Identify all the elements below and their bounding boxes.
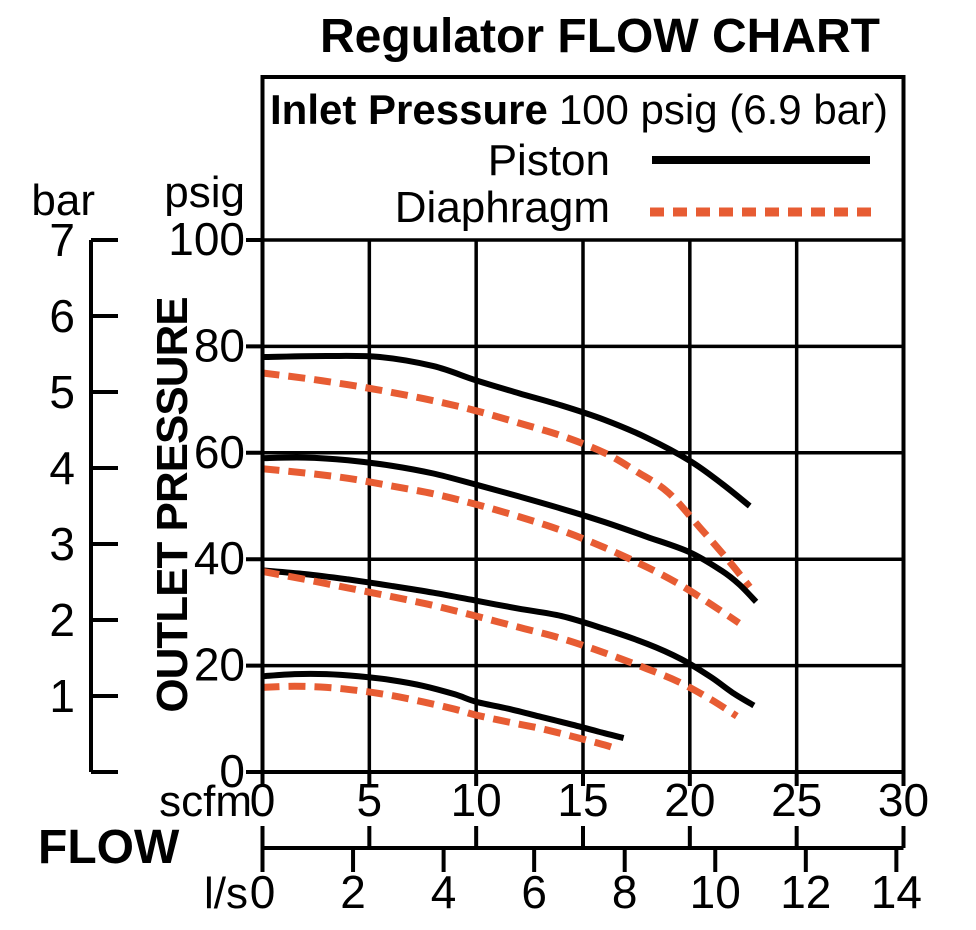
legend-condition: Inlet Pressure 100 psig (6.9 bar) <box>270 86 888 133</box>
piston-1-curve <box>262 352 752 509</box>
diaphragm-3-curve <box>261 567 739 720</box>
scfm-tick-label: 20 <box>664 774 715 826</box>
piston-2-curve <box>262 454 759 604</box>
ls-tick-label: 6 <box>521 866 547 918</box>
ls-tick-label: 8 <box>612 866 638 918</box>
legend-piston-label: Piston <box>488 136 610 185</box>
legend-condition-label: Inlet Pressure <box>270 86 548 133</box>
ls-tick-label: 10 <box>690 866 741 918</box>
piston-3-curve <box>262 567 756 709</box>
bar-tick-label: 4 <box>49 442 75 494</box>
legend-diaphragm-label: Diaphragm <box>395 183 610 232</box>
psig-tick-label: 80 <box>194 319 245 371</box>
ls-unit-label: l/s <box>204 869 248 918</box>
bar-tick-label: 6 <box>49 290 75 342</box>
scfm-unit-label: scfm <box>159 777 252 826</box>
psig-tick-label: 0 <box>219 745 245 797</box>
psig-tick-label: 60 <box>194 426 245 478</box>
ls-tick-label: 4 <box>431 866 457 918</box>
y-axis-caption: OUTLET PRESSURE <box>148 297 197 712</box>
scfm-tick-label: 25 <box>771 774 822 826</box>
diaphragm-2-curve <box>262 465 741 626</box>
ls-tick-label: 14 <box>871 866 922 918</box>
bar-tick-label: 2 <box>49 594 75 646</box>
scfm-tick-label: 30 <box>878 774 929 826</box>
psig-tick-label: 40 <box>194 532 245 584</box>
ls-tick-label: 2 <box>340 866 366 918</box>
chart-title: Regulator FLOW CHART <box>320 10 880 63</box>
scfm-tick-label: 10 <box>451 774 502 826</box>
grid-lines <box>260 238 906 772</box>
diaphragm-4-curve <box>262 682 619 753</box>
bar-tick-label: 5 <box>49 366 75 418</box>
legend-condition-value: 100 psig (6.9 bar) <box>559 86 888 133</box>
x-axis-caption: FLOW <box>38 821 180 874</box>
bar-tick-label: 7 <box>49 214 75 266</box>
axis-unit-labels: bar psig scfm l/s OUTLET PRESSURE FLOW <box>31 168 252 918</box>
psig-tick-label: 100 <box>168 213 245 265</box>
scfm-tick-label: 0 <box>250 774 276 826</box>
bar-tick-label: 3 <box>49 518 75 570</box>
scfm-tick-label: 5 <box>357 774 383 826</box>
bar-tick-label: 1 <box>49 670 75 722</box>
scfm-tick-label: 15 <box>557 774 608 826</box>
ls-tick-label: 0 <box>250 866 276 918</box>
ls-tick-label: 12 <box>780 866 831 918</box>
bar-unit-label: bar <box>31 176 95 225</box>
psig-unit-label: psig <box>164 168 245 217</box>
piston-4-curve <box>262 670 625 741</box>
diaphragm-1-curve <box>262 369 753 590</box>
curves <box>261 352 759 753</box>
psig-tick-label: 20 <box>194 639 245 691</box>
legend: Inlet Pressure 100 psig (6.9 bar) Piston … <box>270 86 888 232</box>
